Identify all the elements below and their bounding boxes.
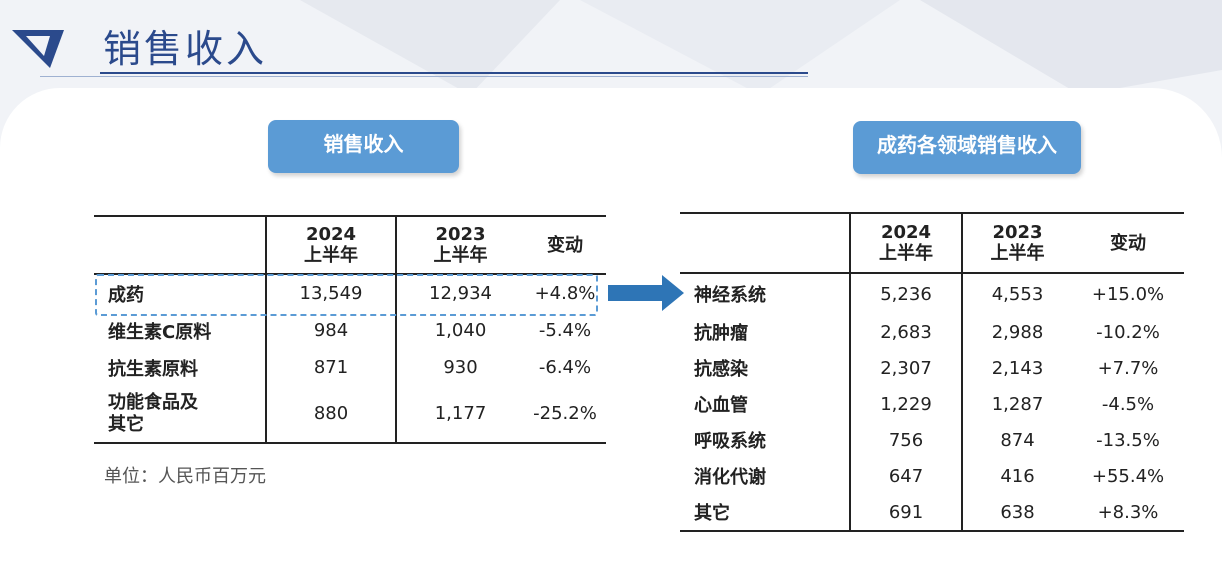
header-2024: 2024 上半年 [849,212,962,274]
row-2024-value: 871 [265,349,396,386]
row-2024-value: 691 [849,494,962,532]
table-row: 抗感染 2,307 2,143 +7.7% [680,350,1184,386]
row-2024-value: 13,549 [265,274,396,312]
table-header-row: 2024 上半年 2023 上半年 变动 [680,212,1184,274]
table-row: 功能食品及 其它 880 1,177 -25.2% [94,386,606,444]
table-row: 其它 691 638 +8.3% [680,494,1184,532]
row-2023-value: 2,143 [961,350,1072,386]
row-2024-value: 984 [265,312,396,349]
row-2024-value: 2,683 [849,314,962,350]
row-change: +55.4% [1091,465,1165,487]
row-category: 成药 [108,284,144,306]
row-2024-value: 647 [849,458,962,494]
row-category: 抗肿瘤 [694,323,748,344]
sales-revenue-table: 2024 上半年 2023 上半年 变动 成药 13,549 12,934 +4.8… [94,215,606,444]
header-category [94,215,266,275]
row-2024-value: 1,229 [849,386,962,422]
row-2023-value: 4,553 [961,273,1072,314]
row-change: -25.2% [524,386,606,444]
table-row: 心血管 1,229 1,287 -4.5% [680,386,1184,422]
row-category: 心血管 [694,395,748,416]
table-header-row: 2024 上半年 2023 上半年 变动 [94,215,606,275]
segment-sales-table: 2024 上半年 2023 上半年 变动 神经系统 5,236 4,553 +15.… [680,212,1184,532]
table-row: 抗肿瘤 2,683 2,988 -10.2% [680,314,1184,350]
row-2023-value: 874 [961,422,1072,458]
row-category: 消化代谢 [694,467,766,488]
row-change: +15.0% [1091,283,1165,305]
row-2024-value: 2,307 [849,350,962,386]
header-change: 变动 [1072,212,1184,274]
arrow-right-icon [608,275,684,311]
table-row: 神经系统 5,236 4,553 +15.0% [680,273,1184,314]
unit-note: 单位：人民币百万元 [104,466,266,487]
segment-sales-label: 成药各领域销售收入 [853,121,1081,174]
table-row: 抗生素原料 871 930 -6.4% [94,349,606,386]
table-row: 成药 13,549 12,934 +4.8% [94,274,606,312]
table-row: 消化代谢 647 416 +55.4% [680,458,1184,494]
sales-revenue-label: 销售收入 [268,120,459,173]
row-2023-value: 1,040 [395,312,524,349]
row-change: -5.4% [538,320,592,341]
highlight-dashed-box [95,274,598,316]
row-category: 其它 [680,494,850,532]
title-underline-thin [40,76,808,77]
segment-sales-label-text: 成药各领域销售收入 [877,133,1057,157]
row-change: +4.8% [534,283,596,304]
row-change: +7.7% [1097,357,1159,379]
row-change: -4.5% [1101,393,1155,415]
row-2024-value: 5,236 [849,273,962,314]
header-category [680,212,850,274]
row-2023-value: 638 [961,494,1072,532]
row-category: 抗感染 [694,359,748,380]
header-change: 变动 [524,215,606,275]
row-category: 维生素C原料 [108,321,212,343]
table-row: 呼吸系统 756 874 -13.5% [680,422,1184,458]
sales-revenue-label-text: 销售收入 [323,132,404,156]
row-2023-value: 930 [395,349,524,386]
row-change: -10.2% [1096,321,1160,343]
row-2023-value: 1,177 [395,386,524,444]
row-change: +8.3% [1072,494,1184,532]
row-change: -6.4% [538,357,592,378]
row-category: 呼吸系统 [694,431,766,452]
title-triangle-icon [12,30,64,68]
row-change: -13.5% [1096,429,1160,451]
header-2023: 2023 上半年 [961,212,1072,274]
row-2024-value: 880 [265,386,396,444]
header-2024: 2024 上半年 [265,215,396,275]
row-category: 功能食品及 其它 [94,386,266,444]
page-title: 销售收入 [103,27,268,71]
row-2023-value: 416 [961,458,1072,494]
title-underline [100,72,808,74]
row-2024-value: 756 [849,422,962,458]
row-2023-value: 1,287 [961,386,1072,422]
table-row: 维生素C原料 984 1,040 -5.4% [94,312,606,349]
row-category: 神经系统 [694,285,766,306]
row-2023-value: 2,988 [961,314,1072,350]
row-2023-value: 12,934 [395,274,524,312]
row-category: 抗生素原料 [108,358,198,380]
header-2023: 2023 上半年 [395,215,524,275]
